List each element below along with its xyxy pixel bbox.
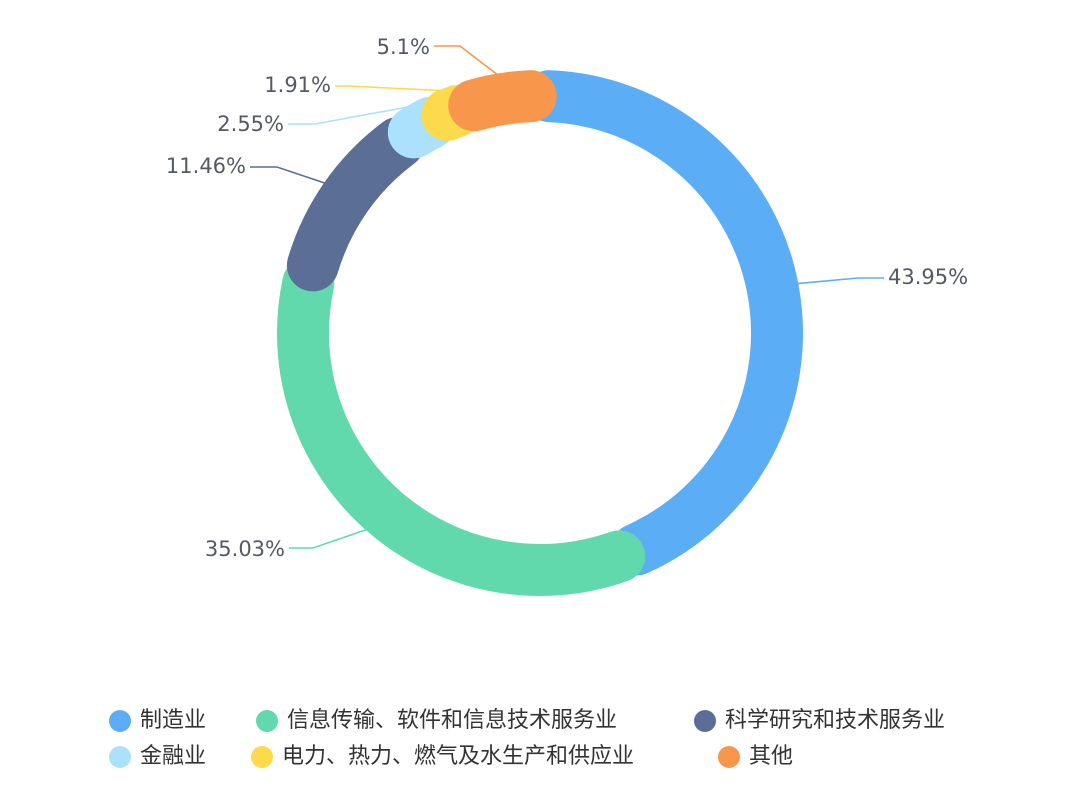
legend-marker-3: [109, 746, 131, 768]
legend-marker-5: [718, 746, 740, 768]
donut-slice-5: [448, 70, 557, 132]
legend-item-3[interactable]: 金融业: [109, 744, 206, 769]
leader-lines: [250, 45, 884, 549]
legend-label-3: 金融业: [140, 744, 206, 769]
leader-line-0: [796, 277, 884, 285]
legend-label-2: 科学研究和技术服务业: [725, 708, 945, 733]
legend-item-2[interactable]: 科学研究和技术服务业: [694, 708, 945, 733]
data-label-4: 1.91%: [264, 73, 331, 97]
leader-line-2: [250, 166, 327, 185]
legend-item-1[interactable]: 信息传输、软件和信息技术服务业: [256, 708, 617, 733]
legend-label-1: 信息传输、软件和信息技术服务业: [287, 708, 617, 733]
legend-label-4: 电力、热力、燃气及水生产和供应业: [282, 744, 634, 769]
legend-item-0[interactable]: 制造业: [109, 708, 206, 733]
legend-label-5: 其他: [749, 744, 793, 769]
data-label-2: 11.46%: [166, 154, 246, 178]
legend-label-0: 制造业: [140, 708, 206, 733]
donut-slice-2: [286, 116, 425, 292]
leader-line-1: [289, 528, 369, 549]
leader-line-5: [434, 45, 499, 76]
legend-item-5[interactable]: 其他: [718, 744, 793, 769]
percentage-labels: 43.95% 35.03% 11.46% 2.55% 1.91% 5.1%: [166, 35, 968, 561]
leader-line-4: [335, 85, 444, 92]
data-label-3: 2.55%: [217, 112, 284, 136]
legend-marker-0: [109, 710, 131, 732]
donut-slice-0: [523, 70, 803, 576]
legend-item-4[interactable]: 电力、热力、燃气及水生产和供应业: [251, 744, 634, 769]
data-label-1: 35.03%: [205, 537, 285, 561]
donut-slice-1: [277, 257, 646, 596]
data-label-5: 5.1%: [377, 35, 430, 59]
leader-line-3: [288, 105, 411, 125]
legend-marker-1: [256, 710, 278, 732]
data-label-0: 43.95%: [888, 265, 968, 289]
legend-marker-2: [694, 710, 716, 732]
donut-slices: [277, 70, 803, 596]
legend-marker-4: [251, 746, 273, 768]
